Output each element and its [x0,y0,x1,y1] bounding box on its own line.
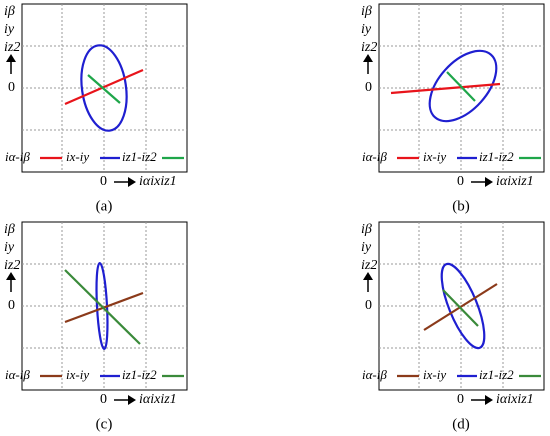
legend-label: ix-iy [66,149,89,164]
panel: iβ iy iz2 0 0 iαixiz1 iα-iβ ix-iy iz1-iz2 (c) [4,221,188,432]
legend-label: iz1-iz2 [122,149,157,164]
x-axis-label: iαixiz1 [496,392,534,407]
origin-label: 0 [457,392,464,407]
legend-label: ix-iy [423,149,446,164]
x-arrow-head [485,177,493,187]
y-axis-label: iz2 [4,258,20,273]
y-arrow-head [363,54,373,62]
origin-label: 0 [100,174,107,189]
y-arrow-head [6,272,16,280]
origin-label: 0 [100,392,107,407]
origin-label: 0 [365,80,372,95]
panel: iβ iy iz2 0 0 iαixiz1 iα-iβ ix-iy iz1-iz2 (d) [361,221,545,432]
y-arrow-head [363,272,373,280]
x-arrow-head [485,395,493,405]
legend-label: iα-iβ [5,367,30,382]
legend-label: ix-iy [66,367,89,382]
x-arrow-head [128,395,136,405]
origin-label: 0 [457,174,464,189]
y-axis-label: iz2 [361,258,377,273]
panel-caption: (d) [452,416,470,432]
panel-caption: (a) [96,198,113,214]
z-curve [442,289,479,327]
x-axis-label: iαixiz1 [139,392,177,407]
y-axis-label: iβ [361,4,372,19]
panel-caption: (b) [452,198,470,214]
ellipse-curve [428,49,498,123]
panel-caption: (c) [96,416,113,432]
alpha-beta-curve [390,82,501,95]
panel: iβ iy iz2 0 0 iαixiz1 iα-iβ ix-iy iz1-iz2 (a) [4,3,188,214]
y-axis-label: iy [361,240,372,255]
y-axis-label: iβ [361,222,372,237]
x-axis-label: iαixiz1 [139,174,177,189]
y-axis-label: iβ [4,222,15,237]
y-axis-label: iy [361,22,372,37]
panel: iβ iy iz2 0 0 iαixiz1 iα-iβ ix-iy iz1-iz2 (b) [361,3,545,214]
legend-label: iz1-iz2 [122,367,157,382]
z-curve [446,71,476,102]
alpha-beta-curve [64,68,144,106]
x-axis-label: iαixiz1 [496,174,534,189]
y-arrow-head [6,54,16,62]
legend-label: iα-iβ [362,149,387,164]
y-axis-label: iy [4,22,15,37]
x-arrow-head [128,177,136,187]
y-axis-label: iz2 [4,40,20,55]
origin-label: 0 [8,298,15,313]
origin-label: 0 [8,80,15,95]
z-curve [87,74,121,104]
y-axis-label: iz2 [361,40,377,55]
legend-label: iz1-iz2 [479,149,514,164]
y-axis-label: iβ [4,4,15,19]
ellipse-curve [80,44,128,132]
y-axis-label: iy [4,240,15,255]
ellipse-curve [440,262,486,350]
legend-label: ix-iy [423,367,446,382]
legend-label: iα-iβ [5,149,30,164]
legend-label: iz1-iz2 [479,367,514,382]
origin-label: 0 [365,298,372,313]
z-curve [64,269,141,345]
legend-label: iα-iβ [362,367,387,382]
